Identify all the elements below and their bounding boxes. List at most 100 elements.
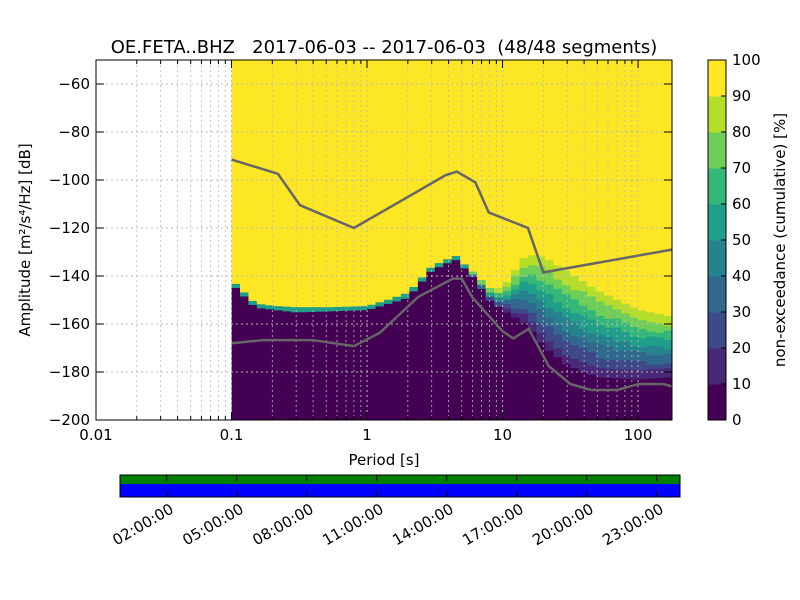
heatmap-cell (629, 317, 639, 323)
heatmap-cell (544, 340, 554, 347)
heatmap-cell (485, 288, 495, 293)
heatmap-cell (612, 331, 622, 337)
heatmap-cell (621, 355, 631, 361)
heatmap-cell (273, 309, 283, 420)
heatmap-cell (570, 330, 580, 337)
heatmap-cell (443, 259, 453, 264)
heatmap-cell (578, 371, 588, 420)
heatmap-cell (527, 274, 537, 280)
heatmap-cell (561, 279, 571, 286)
heatmap-cell (519, 258, 529, 264)
heatmap-cell (595, 320, 605, 326)
heatmap-cell (612, 377, 622, 420)
heatmap-cell (553, 306, 563, 312)
heatmap-cell (536, 304, 546, 310)
heatmap-cell (299, 60, 309, 308)
x-axis-label: Period [s] (348, 451, 419, 469)
heatmap-cell (604, 354, 614, 360)
heatmap-cell (417, 281, 427, 420)
heatmap-cell (587, 319, 597, 325)
heatmap-cell (561, 340, 571, 346)
heatmap-cell (587, 365, 597, 371)
heatmap-cell (629, 60, 639, 309)
x-tick-label: 0.01 (79, 426, 112, 444)
heatmap-cell (333, 310, 343, 420)
heatmap-cell (604, 350, 614, 356)
heatmap-cell (544, 307, 554, 313)
heatmap-cell (595, 348, 605, 354)
heatmap-cell (604, 309, 614, 315)
heatmap-cell (485, 296, 495, 301)
heatmap-cell (595, 353, 605, 359)
heatmap-cell (536, 280, 546, 286)
heatmap-cell (511, 298, 520, 304)
heatmap-cell (570, 321, 580, 327)
heatmap-cell (587, 342, 597, 348)
heatmap-cell (638, 365, 648, 371)
heatmap-cell (536, 323, 546, 329)
colorbar-segment (708, 60, 726, 97)
colorbar-segment (708, 96, 726, 133)
heatmap-cell (426, 60, 436, 269)
heatmap-cell (595, 362, 605, 368)
heatmap-cell (536, 275, 546, 281)
heatmap-cell (367, 304, 377, 309)
heatmap-cell (663, 358, 673, 364)
heatmap-cell (612, 350, 622, 356)
heatmap-cell (621, 303, 631, 309)
heatmap-cell (511, 317, 520, 420)
heatmap-cell (604, 327, 614, 333)
heatmap-cell (553, 297, 563, 303)
heatmap-cell (595, 291, 605, 297)
heatmap-cell (629, 326, 639, 332)
heatmap-cell (629, 355, 639, 361)
heatmap-cell (367, 60, 377, 306)
heatmap-cell (502, 294, 512, 300)
heatmap-cell (409, 286, 419, 292)
heatmap-cell (629, 374, 639, 380)
heatmap-cell (561, 363, 571, 420)
heatmap-cell (621, 369, 631, 375)
heatmap-cell (604, 300, 614, 306)
heatmap-cell (587, 356, 597, 362)
x-tick-label: 100 (624, 426, 653, 444)
heatmap-cell (561, 312, 571, 318)
heatmap-cell (629, 307, 639, 313)
heatmap-cell (578, 281, 588, 287)
heatmap-cell (646, 335, 656, 342)
heatmap-cell (290, 311, 300, 420)
heatmap-cell (604, 363, 614, 369)
heatmap-cell (527, 298, 537, 304)
heatmap-cell (621, 341, 631, 347)
heatmap-cell (570, 353, 580, 360)
heatmap-cell (536, 308, 546, 315)
heatmap-cell (578, 286, 588, 292)
heatmap-cell (604, 377, 614, 420)
heatmap-cell (587, 346, 597, 352)
pdf-heatmap (231, 60, 673, 420)
heatmap-cell (400, 60, 410, 295)
colorbar-tick-label: 50 (732, 231, 751, 249)
heatmap-cell (248, 304, 258, 420)
data-availability-timeline: 02:00:00 05:00:00 08:00:00 11:00:00 14:00:00… (109, 474, 681, 549)
heatmap-cell (409, 60, 419, 288)
heatmap-cell (536, 318, 546, 324)
heatmap-cell (468, 274, 478, 278)
heatmap-cell (544, 260, 554, 266)
heatmap-cell (587, 314, 597, 320)
heatmap-cell (553, 315, 563, 321)
heatmap-cell (655, 345, 664, 351)
heatmap-cell (375, 60, 385, 303)
heatmap-cell (341, 306, 351, 311)
heatmap-cell (536, 299, 546, 305)
heatmap-cell (587, 305, 597, 311)
heatmap-cell (392, 296, 402, 302)
heatmap-cell (502, 290, 512, 296)
y-axis-label: Amplitude [m²/s⁴/Hz] [dB] (16, 143, 34, 336)
heatmap-cell (536, 342, 546, 420)
heatmap-cell (502, 286, 512, 292)
heatmap-cell (578, 333, 588, 339)
heatmap-cell (629, 312, 639, 318)
heatmap-cell (638, 356, 648, 362)
heatmap-cell (383, 303, 393, 420)
